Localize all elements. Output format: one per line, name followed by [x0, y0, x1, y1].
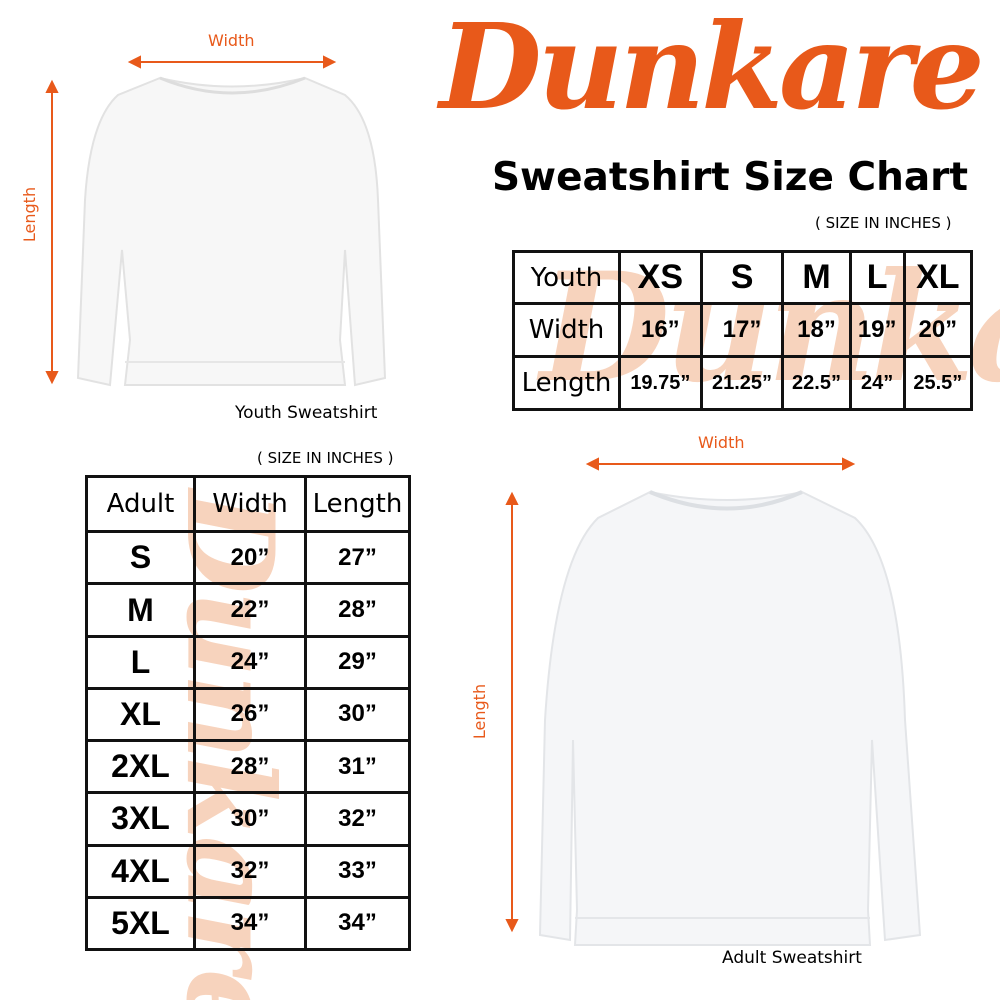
- table-row: M 22” 28”: [85, 582, 411, 638]
- table-row: 4XL 32” 33”: [85, 843, 411, 899]
- row-label: XL: [85, 686, 196, 743]
- table-cell: 28”: [193, 739, 307, 795]
- adult-width-arrow: [585, 457, 856, 471]
- row-label: M: [85, 582, 196, 638]
- table-cell: 32”: [304, 791, 411, 847]
- row-label: 3XL: [85, 791, 196, 847]
- header-cell: Youth: [512, 250, 621, 305]
- table-cell: 24”: [193, 634, 307, 690]
- header-cell: Length: [304, 474, 411, 534]
- youth-width-arrow: [127, 55, 337, 69]
- row-label: S: [85, 530, 196, 586]
- youth-units-note: ( SIZE IN INCHES ): [815, 214, 952, 232]
- table-cell: 21.25”: [699, 355, 785, 411]
- youth-sweatshirt-illustration: [45, 55, 387, 387]
- table-cell: 26”: [193, 686, 307, 743]
- table-cell: 24”: [848, 355, 906, 411]
- table-cell: 28”: [304, 582, 411, 638]
- table-cell: 30”: [193, 791, 307, 847]
- youth-caption: Youth Sweatshirt: [235, 403, 378, 423]
- table-cell: 19”: [848, 302, 906, 358]
- header-cell: M: [781, 250, 852, 305]
- row-label: L: [85, 634, 196, 690]
- header-cell: XL: [902, 250, 974, 305]
- table-row: L 24” 29”: [85, 634, 411, 690]
- table-cell: 25.5”: [902, 355, 974, 411]
- adult-sweatshirt-shape: [538, 490, 922, 946]
- table-row: S 20” 27”: [85, 530, 411, 586]
- table-cell: 34”: [193, 895, 307, 952]
- table-cell: 31”: [304, 739, 411, 795]
- table-cell: 29”: [304, 634, 411, 690]
- header-cell: L: [848, 250, 906, 305]
- table-cell: 34”: [304, 895, 411, 952]
- adult-size-table: Adult Width Length S 20” 27” M 22” 28” L 24” 29”…: [85, 474, 411, 952]
- table-cell: 20”: [902, 302, 974, 358]
- table-row: 2XL 28” 31”: [85, 739, 411, 795]
- row-label: Width: [512, 302, 621, 358]
- row-label: 4XL: [85, 843, 196, 899]
- table-cell: 19.75”: [618, 355, 703, 411]
- youth-length-arrow: [45, 79, 59, 385]
- header-cell: Adult: [85, 474, 196, 534]
- table-row: 5XL 34” 34”: [85, 895, 411, 952]
- table-cell: 20”: [193, 530, 307, 586]
- table-cell: 22.5”: [781, 355, 852, 411]
- youth-width-label: Width: [208, 31, 255, 50]
- table-header-row: Youth XS S M L XL: [512, 250, 974, 305]
- adult-sweatshirt-illustration: [505, 457, 922, 946]
- table-row: XL 26” 30”: [85, 686, 411, 743]
- header-cell: Width: [193, 474, 307, 534]
- row-label: Length: [512, 355, 621, 411]
- table-cell: 22”: [193, 582, 307, 638]
- table-cell: 30”: [304, 686, 411, 743]
- table-cell: 32”: [193, 843, 307, 899]
- dunkare-logo: Dunkare: [439, 0, 984, 136]
- header-cell: S: [699, 250, 785, 305]
- table-cell: 18”: [781, 302, 852, 358]
- table-cell: 17”: [699, 302, 785, 358]
- row-label: 5XL: [85, 895, 196, 952]
- youth-size-table: Youth XS S M L XL Width 16” 17” 18” 19” …: [512, 250, 974, 411]
- table-row: 3XL 30” 32”: [85, 791, 411, 847]
- adult-units-note: ( SIZE IN INCHES ): [257, 449, 394, 467]
- page-title: Sweatshirt Size Chart: [491, 155, 969, 200]
- table-cell: 16”: [618, 302, 703, 358]
- table-cell: 27”: [304, 530, 411, 586]
- table-cell: 33”: [304, 843, 411, 899]
- row-label: 2XL: [85, 739, 196, 795]
- header-cell: XS: [618, 250, 703, 305]
- table-header-row: Adult Width Length: [85, 474, 411, 534]
- adult-caption: Adult Sweatshirt: [722, 948, 862, 968]
- adult-length-arrow: [505, 491, 519, 933]
- adult-width-label: Width: [698, 433, 745, 452]
- table-row: Width 16” 17” 18” 19” 20”: [512, 302, 974, 358]
- youth-sweatshirt-shape: [76, 76, 387, 387]
- table-row: Length 19.75” 21.25” 22.5” 24” 25.5”: [512, 355, 974, 411]
